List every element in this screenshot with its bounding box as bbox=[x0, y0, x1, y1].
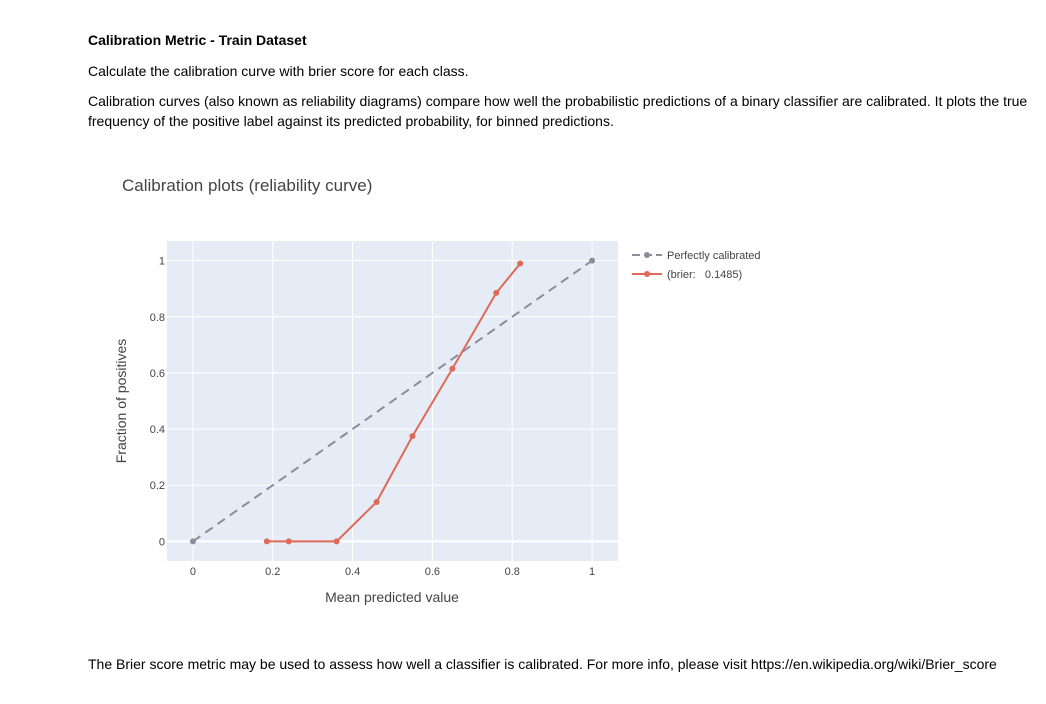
y-tick-label: 0.2 bbox=[150, 480, 165, 492]
series-line-1 bbox=[266, 262, 521, 543]
legend-swatch-marker bbox=[644, 271, 650, 277]
legend-label: (brier: 0.1485) bbox=[667, 269, 742, 281]
x-tick-label: 1 bbox=[589, 566, 595, 578]
legend-swatch-marker bbox=[644, 252, 650, 258]
data-point bbox=[373, 499, 380, 506]
data-point bbox=[589, 257, 596, 264]
x-tick-label: 0.6 bbox=[425, 566, 440, 578]
data-point bbox=[517, 260, 524, 267]
series-line-0 bbox=[192, 259, 593, 543]
data-point bbox=[449, 365, 456, 372]
y-tick-label: 1 bbox=[159, 256, 165, 268]
y-axis-label: Fraction of positives bbox=[113, 339, 129, 464]
data-point bbox=[333, 538, 340, 545]
data-point bbox=[409, 433, 416, 440]
data-point bbox=[189, 538, 196, 545]
legend-label: Perfectly calibrated bbox=[667, 250, 761, 262]
x-tick-label: 0.4 bbox=[345, 566, 360, 578]
footer-text: The Brier score metric may be used to as… bbox=[88, 656, 997, 672]
y-tick-label: 0.8 bbox=[150, 312, 165, 324]
x-axis-label: Mean predicted value bbox=[325, 589, 459, 605]
x-tick-label: 0 bbox=[190, 566, 196, 578]
description-text: Calibration curves (also known as reliab… bbox=[88, 93, 1028, 129]
data-point bbox=[285, 538, 292, 545]
grid-lines bbox=[167, 241, 618, 561]
legend: Perfectly calibrated (brier: 0.1485) bbox=[632, 250, 761, 281]
series-layer bbox=[189, 257, 596, 545]
x-tick-label: 0.8 bbox=[505, 566, 520, 578]
y-tick-label: 0.6 bbox=[150, 368, 165, 380]
data-point bbox=[263, 538, 270, 545]
tick-labels: 0 0.2 0.4 0.6 0.8 1 0 0.2 0.4 0.6 0.8 1 bbox=[150, 256, 595, 578]
section-title: Calibration Metric - Train Dataset bbox=[88, 32, 307, 48]
y-tick-label: 0 bbox=[159, 536, 165, 548]
chart-title: Calibration plots (reliability curve) bbox=[122, 176, 372, 195]
x-tick-label: 0.2 bbox=[265, 566, 280, 578]
y-tick-label: 0.4 bbox=[150, 424, 165, 436]
intro-text: Calculate the calibration curve with bri… bbox=[88, 63, 469, 79]
data-point bbox=[493, 289, 500, 296]
